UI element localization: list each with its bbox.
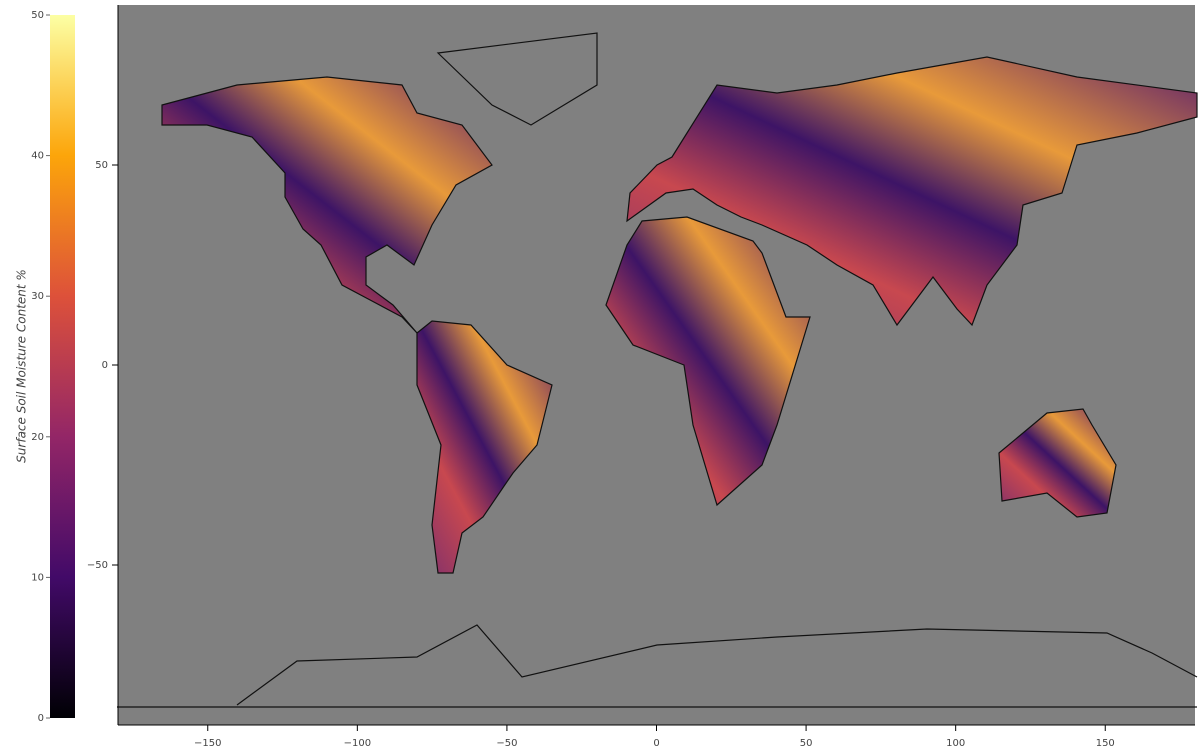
colorbar-tick-label: 0 (38, 713, 44, 724)
x-tick-label: −150 (194, 738, 221, 749)
x-tick-label: 50 (800, 738, 813, 749)
colorbar-tick-label: 40 (31, 151, 44, 162)
north-america (162, 77, 492, 333)
eurasia (627, 57, 1197, 325)
x-tick-label: 100 (946, 738, 965, 749)
colorbar-tick-label: 50 (31, 10, 44, 21)
antarctica-coast (237, 625, 1197, 705)
south-america (417, 321, 552, 573)
y-tick-label: −50 (87, 560, 108, 571)
colorbar (50, 15, 75, 718)
x-tick-label: −50 (496, 738, 517, 749)
africa (606, 217, 810, 505)
x-tick-label: 150 (1096, 738, 1115, 749)
colorbar-tick-label: 20 (31, 432, 44, 443)
colorbar-label: Surface Soil Moisture Content % (15, 269, 29, 463)
greenland (438, 33, 597, 125)
colorbar-tick-label: 10 (31, 572, 44, 583)
y-tick-label: 50 (95, 160, 108, 171)
x-tick-label: 0 (653, 738, 659, 749)
colorbar-tick-label: 30 (31, 291, 44, 302)
x-tick-label: −100 (344, 738, 371, 749)
y-tick-label: 0 (102, 360, 108, 371)
coastlines (117, 33, 1197, 707)
australia (999, 409, 1116, 517)
